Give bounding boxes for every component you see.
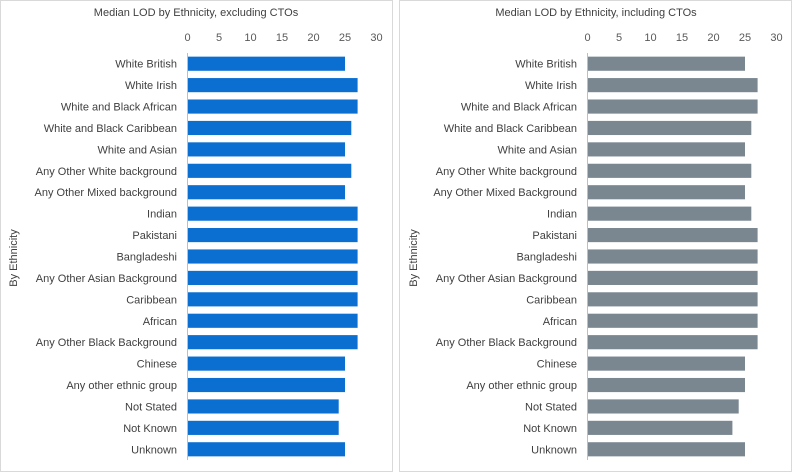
category-label: Bangladeshi [116, 252, 177, 264]
bar [188, 228, 358, 243]
y-axis-label: By Ethnicity [408, 229, 420, 287]
category-label: Unknown [131, 444, 177, 456]
x-tick-label: 20 [707, 32, 719, 44]
bar [188, 206, 358, 221]
bar [588, 335, 758, 350]
bar [188, 335, 358, 350]
category-label: Bangladeshi [516, 252, 577, 264]
category-label: African [143, 316, 177, 328]
x-tick-label: 10 [644, 32, 656, 44]
category-label: Any other ethnic group [466, 380, 577, 392]
category-label: White British [515, 59, 577, 71]
chart-excluding-ctos: Median LOD by Ethnicity, excluding CTOs … [8, 7, 383, 460]
chart-including-ctos: Median LOD by Ethnicity, including CTOs … [408, 7, 783, 460]
category-label: White British [115, 59, 177, 71]
bar [588, 228, 758, 243]
bar [188, 99, 358, 114]
bar [588, 292, 758, 307]
x-tick-label: 30 [770, 32, 782, 44]
bar [188, 420, 339, 435]
category-label: Caribbean [526, 294, 577, 306]
category-label: White and Black Caribbean [444, 123, 577, 135]
category-label: Chinese [137, 359, 177, 371]
bar [588, 185, 745, 200]
bar [188, 120, 352, 136]
bar [188, 249, 358, 264]
bar [588, 206, 752, 221]
category-label: Any Other Mixed Background [433, 187, 577, 199]
bar [588, 142, 745, 157]
x-tick-label: 5 [216, 32, 222, 44]
category-label: White and Black African [461, 102, 577, 114]
category-label: Unknown [531, 444, 577, 456]
bar [188, 313, 358, 328]
category-label: Indian [547, 209, 577, 221]
x-tick-label: 30 [370, 32, 382, 44]
category-label: Any Other Asian Background [436, 273, 577, 285]
bar [588, 399, 739, 414]
category-label: Any Other Mixed background [35, 187, 177, 199]
bar [588, 270, 758, 285]
chart-title: Median LOD by Ethnicity, including CTOs [495, 7, 697, 19]
bar [188, 270, 358, 285]
bar [588, 313, 758, 328]
category-label: Any Other White background [436, 166, 577, 178]
category-label: Not Stated [525, 401, 577, 413]
category-label: White and Asian [98, 144, 178, 156]
category-label: White and Black Caribbean [44, 123, 177, 135]
bar [588, 78, 758, 93]
x-tick-label: 10 [244, 32, 256, 44]
x-tick-label: 15 [676, 32, 688, 44]
bar [188, 163, 352, 178]
category-label: Caribbean [126, 294, 177, 306]
category-label: Any other ethnic group [66, 380, 177, 392]
bar [588, 249, 758, 264]
bar [188, 377, 345, 393]
bar [188, 185, 345, 200]
bar [588, 120, 752, 136]
bar [188, 356, 345, 371]
category-label: White and Asian [498, 144, 578, 156]
y-axis-label: By Ethnicity [8, 229, 20, 287]
category-label: White Irish [525, 80, 577, 92]
x-tick-label: 25 [739, 32, 751, 44]
bar [588, 356, 745, 371]
bar [188, 292, 358, 307]
category-label: White Irish [125, 80, 177, 92]
x-tick-label: 20 [307, 32, 319, 44]
category-label: White and Black African [61, 102, 177, 114]
category-label: Pakistani [532, 230, 577, 242]
category-label: African [543, 316, 577, 328]
category-label: Not Known [123, 423, 177, 435]
category-label: Not Known [523, 423, 577, 435]
bar [188, 78, 358, 93]
x-tick-label: 0 [184, 32, 190, 44]
category-label: Chinese [537, 359, 577, 371]
category-label: Any Other Black Background [36, 337, 177, 349]
bar [588, 56, 745, 71]
bar [588, 163, 752, 178]
bar [588, 442, 745, 457]
x-tick-label: 0 [584, 32, 590, 44]
category-label: Any Other Black Background [436, 337, 577, 349]
x-tick-label: 15 [276, 32, 288, 44]
bar [588, 420, 733, 435]
category-label: Any Other White background [36, 166, 177, 178]
bar [188, 56, 345, 71]
bar [588, 377, 745, 393]
category-label: Indian [147, 209, 177, 221]
bar [588, 99, 758, 114]
category-label: Any Other Asian Background [36, 273, 177, 285]
category-label: Not Stated [125, 401, 177, 413]
chart-title: Median LOD by Ethnicity, excluding CTOs [94, 7, 299, 19]
x-tick-label: 5 [616, 32, 622, 44]
category-label: Pakistani [132, 230, 177, 242]
bar [188, 399, 339, 414]
bar [188, 442, 345, 457]
x-tick-label: 25 [339, 32, 351, 44]
bar [188, 142, 345, 157]
